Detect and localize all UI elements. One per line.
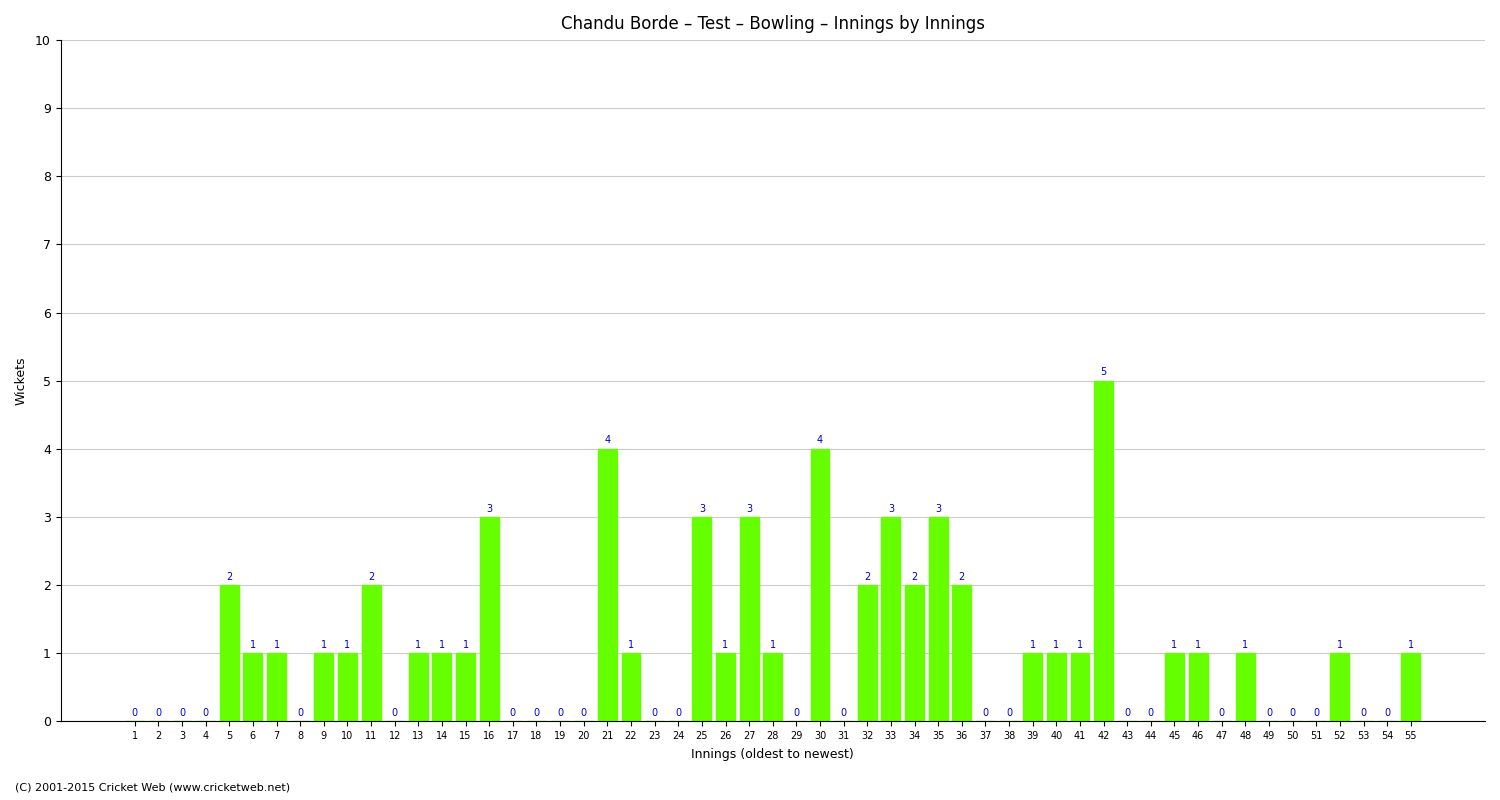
Bar (432, 654, 451, 722)
Text: 1: 1 (628, 640, 634, 650)
Text: 3: 3 (746, 503, 752, 514)
Text: 0: 0 (392, 708, 398, 718)
Text: 2: 2 (912, 572, 918, 582)
Text: 0: 0 (534, 708, 540, 718)
Text: 0: 0 (1007, 708, 1013, 718)
Bar (220, 585, 238, 722)
Text: 0: 0 (1384, 708, 1390, 718)
Text: 0: 0 (156, 708, 162, 718)
Bar (1047, 654, 1066, 722)
Bar (716, 654, 735, 722)
Bar (598, 449, 616, 722)
Bar (1330, 654, 1350, 722)
Bar (1188, 654, 1208, 722)
Text: 1: 1 (1336, 640, 1342, 650)
Text: 0: 0 (651, 708, 657, 718)
Text: 1: 1 (251, 640, 257, 650)
Text: 1: 1 (770, 640, 776, 650)
Text: 0: 0 (132, 708, 138, 718)
Bar (764, 654, 782, 722)
Bar (858, 585, 876, 722)
Bar (456, 654, 476, 722)
Text: 0: 0 (580, 708, 586, 718)
Text: 1: 1 (273, 640, 279, 650)
Text: 2: 2 (368, 572, 374, 582)
Text: 2: 2 (226, 572, 232, 582)
Text: 1: 1 (1172, 640, 1178, 650)
Text: 4: 4 (818, 435, 824, 446)
Text: 1: 1 (321, 640, 327, 650)
Bar (1401, 654, 1420, 722)
Bar (952, 585, 972, 722)
Bar (1071, 654, 1089, 722)
Bar (243, 654, 262, 722)
Text: 1: 1 (1407, 640, 1414, 650)
Text: 3: 3 (888, 503, 894, 514)
Text: 0: 0 (675, 708, 681, 718)
Text: 0: 0 (1290, 708, 1296, 718)
Text: 0: 0 (1218, 708, 1225, 718)
Bar (810, 449, 830, 722)
Text: 1: 1 (1242, 640, 1248, 650)
Bar (1236, 654, 1256, 722)
Bar (410, 654, 428, 722)
Text: 1: 1 (723, 640, 729, 650)
Text: 0: 0 (297, 708, 303, 718)
Text: 0: 0 (840, 708, 846, 718)
Bar (904, 585, 924, 722)
Text: 3: 3 (934, 503, 940, 514)
Text: 0: 0 (178, 708, 184, 718)
Text: 0: 0 (1148, 708, 1154, 718)
Bar (267, 654, 286, 722)
Bar (338, 654, 357, 722)
Text: 0: 0 (1124, 708, 1131, 718)
Text: 1: 1 (440, 640, 446, 650)
Text: 2: 2 (864, 572, 870, 582)
Text: 1: 1 (462, 640, 468, 650)
Text: 1: 1 (1029, 640, 1036, 650)
Y-axis label: Wickets: Wickets (15, 357, 28, 405)
Bar (693, 517, 711, 722)
Bar (621, 654, 640, 722)
Bar (480, 517, 498, 722)
Title: Chandu Borde – Test – Bowling – Innings by Innings: Chandu Borde – Test – Bowling – Innings … (561, 15, 986, 33)
Text: 0: 0 (1360, 708, 1366, 718)
Text: 1: 1 (416, 640, 422, 650)
Text: 0: 0 (794, 708, 800, 718)
Text: 4: 4 (604, 435, 610, 446)
Text: 0: 0 (202, 708, 208, 718)
Bar (740, 517, 759, 722)
Text: 1: 1 (1196, 640, 1202, 650)
Text: 5: 5 (1101, 367, 1107, 378)
Text: 0: 0 (982, 708, 988, 718)
Bar (1023, 654, 1042, 722)
Bar (315, 654, 333, 722)
Bar (362, 585, 381, 722)
Bar (882, 517, 900, 722)
Bar (1166, 654, 1184, 722)
Text: 3: 3 (699, 503, 705, 514)
Text: 1: 1 (1077, 640, 1083, 650)
Text: (C) 2001-2015 Cricket Web (www.cricketweb.net): (C) 2001-2015 Cricket Web (www.cricketwe… (15, 782, 290, 792)
Text: 0: 0 (1266, 708, 1272, 718)
Text: 0: 0 (1312, 708, 1320, 718)
Text: 1: 1 (345, 640, 351, 650)
Text: 0: 0 (510, 708, 516, 718)
Text: 2: 2 (958, 572, 964, 582)
Bar (928, 517, 948, 722)
Text: 0: 0 (556, 708, 562, 718)
Text: 1: 1 (1053, 640, 1059, 650)
Bar (1094, 381, 1113, 722)
X-axis label: Innings (oldest to newest): Innings (oldest to newest) (692, 748, 853, 761)
Text: 3: 3 (486, 503, 492, 514)
